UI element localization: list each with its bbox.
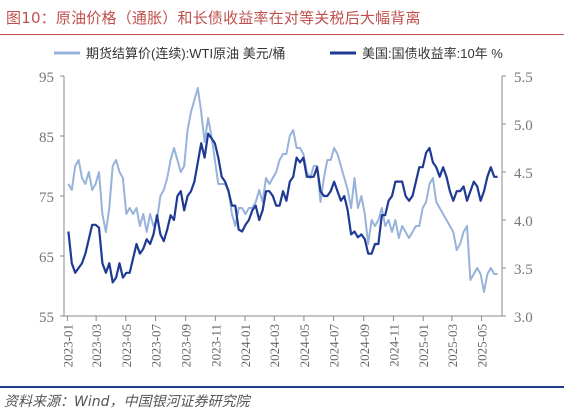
legend-label-oil: 期货结算价(连续):WTI原油 美元/桶 [86, 46, 285, 61]
x-tick-label: 2024-09 [357, 324, 372, 367]
chart-axes: 55 65 75 85 95 3.0 3.5 4.0 4.5 5.0 5.5 2023-01 2023-… [39, 70, 533, 367]
source-divider [0, 386, 564, 388]
x-tick-label: 2023-09 [179, 324, 194, 367]
left-tick-label: 55 [39, 310, 54, 326]
left-tick-label: 75 [39, 190, 54, 206]
left-tick-label: 85 [39, 130, 54, 146]
x-tick-label: 2024-03 [267, 324, 282, 367]
chart-canvas: 期货结算价(连续):WTI原油 美元/桶 美国:国债收益率:10年 % 55 65… [39, 46, 533, 367]
left-tick-label: 65 [39, 250, 54, 266]
x-tick-label: 2023-07 [148, 324, 163, 368]
title-row: 图10：原油价格（通胀）和长债收益率在对等关税后大幅背离 [0, 0, 564, 36]
x-tick-label: 2024-05 [297, 324, 312, 367]
chart-legend: 期货结算价(连续):WTI原油 美元/桶 美国:国债收益率:10年 % [54, 46, 503, 61]
source-note: 资料来源：Wind，中国银河证券研究院 [4, 394, 250, 410]
x-tick-label: 2024-01 [238, 324, 253, 367]
right-tick-label: 4.0 [514, 214, 533, 230]
x-tick-label: 2024-11 [386, 324, 401, 367]
legend-label-yield: 美国:国债收益率:10年 % [362, 46, 503, 61]
title-divider [0, 34, 564, 35]
left-tick-label: 95 [39, 70, 54, 86]
x-tick-label: 2023-11 [208, 324, 223, 367]
x-tick-label: 2025-03 [445, 324, 460, 367]
x-tick-label: 2023-03 [89, 324, 104, 367]
right-tick-label: 3.5 [514, 262, 533, 278]
x-tick-label: 2023-05 [119, 324, 134, 367]
right-tick-label: 4.5 [514, 166, 533, 182]
right-tick-label: 5.5 [514, 70, 533, 86]
chart-series-layer [67, 87, 498, 293]
figure-title: 图10：原油价格（通胀）和长债收益率在对等关税后大幅背离 [6, 9, 421, 27]
series-line-wti-oil [67, 87, 498, 293]
right-tick-label: 5.0 [514, 118, 533, 134]
x-tick-label: 2025-05 [475, 324, 490, 367]
x-tick-label: 2023-01 [60, 324, 75, 367]
x-tick-label: 2024-07 [327, 324, 342, 368]
right-tick-label: 3.0 [514, 310, 533, 326]
x-tick-label: 2025-01 [416, 324, 431, 367]
series-line-us10y-yield [67, 132, 498, 284]
